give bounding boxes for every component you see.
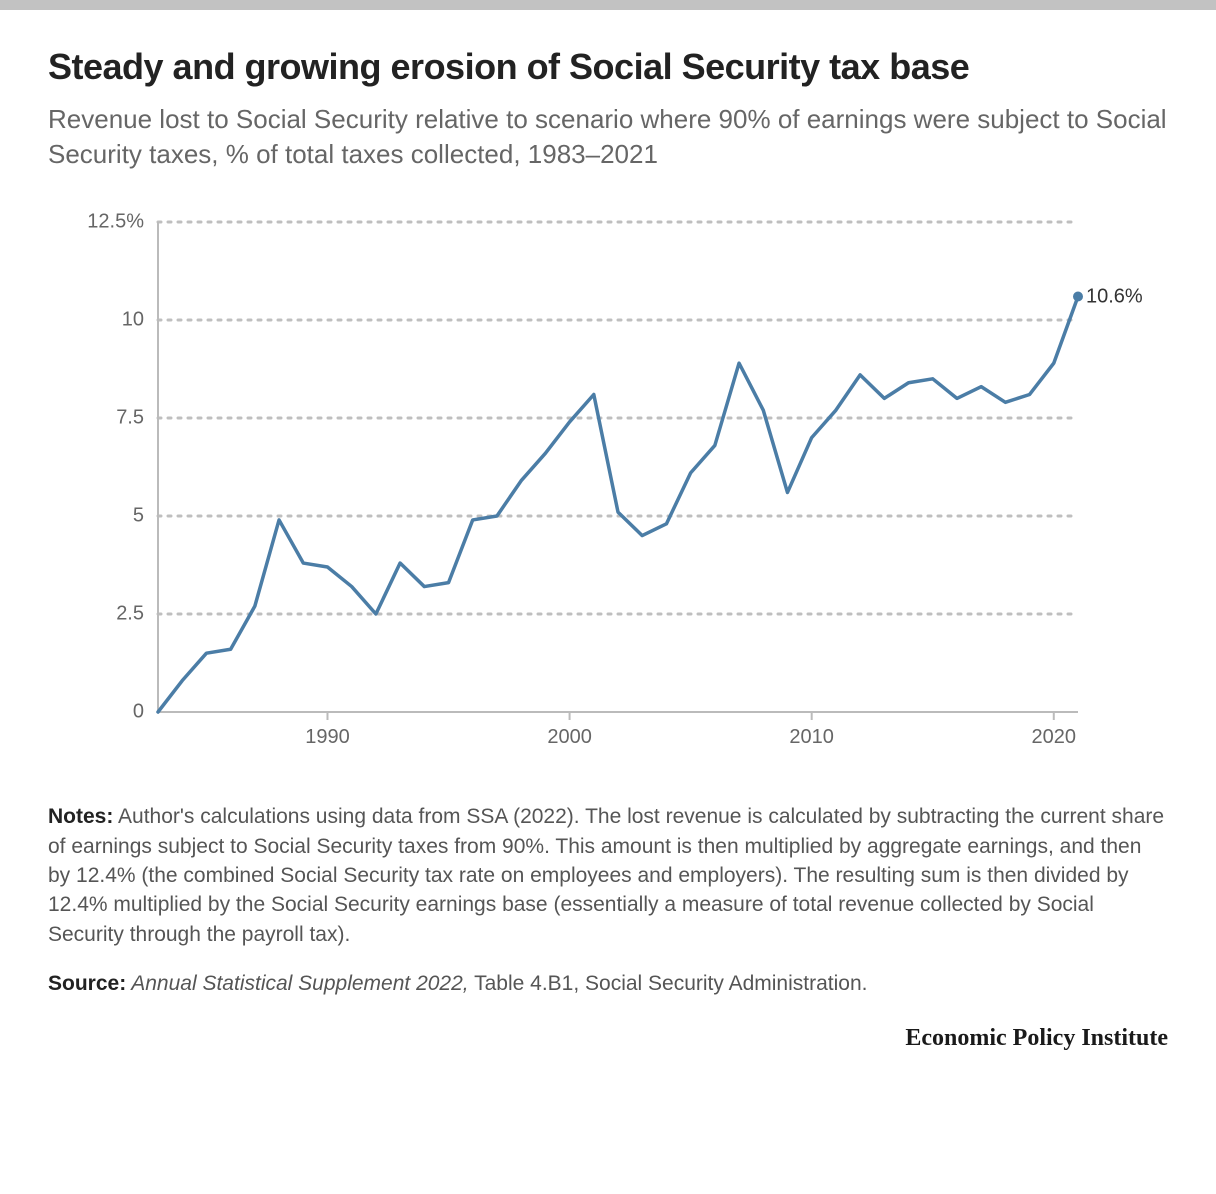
source-italic: Annual Statistical Supplement 2022, — [126, 972, 468, 995]
chart-svg — [48, 212, 1168, 752]
y-tick-label: 2.5 — [64, 603, 144, 626]
x-tick-label: 1990 — [305, 726, 350, 749]
x-tick-label: 2010 — [789, 726, 834, 749]
y-tick-label: 12.5% — [64, 211, 144, 234]
end-value-label: 10.6% — [1086, 285, 1143, 308]
chart-notes: Notes: Author's calculations using data … — [48, 802, 1168, 949]
line-chart: 0 2.5 5 7.5 10 12.5% 1990 2000 2010 2020 10.6% — [48, 212, 1168, 752]
source-rest: Table 4.B1, Social Security Administrati… — [469, 972, 868, 995]
attribution: Economic Policy Institute — [48, 1025, 1168, 1052]
y-tick-label: 5 — [64, 505, 144, 528]
y-tick-label: 10 — [64, 309, 144, 332]
x-tick-label: 2000 — [547, 726, 592, 749]
y-tick-label: 7.5 — [64, 407, 144, 430]
notes-label: Notes: — [48, 805, 113, 828]
notes-text: Author's calculations using data from SS… — [48, 805, 1164, 946]
data-line — [158, 297, 1078, 713]
x-tick-label: 2020 — [1032, 726, 1077, 749]
chart-source: Source: Annual Statistical Supplement 20… — [48, 969, 1168, 998]
y-tick-label: 0 — [64, 701, 144, 724]
source-label: Source: — [48, 972, 126, 995]
top-bar — [0, 0, 1216, 10]
chart-subtitle: Revenue lost to Social Security relative… — [48, 102, 1168, 172]
chart-title: Steady and growing erosion of Social Sec… — [48, 46, 1168, 88]
chart-container: Steady and growing erosion of Social Sec… — [0, 10, 1216, 1082]
end-point-marker — [1073, 292, 1083, 302]
